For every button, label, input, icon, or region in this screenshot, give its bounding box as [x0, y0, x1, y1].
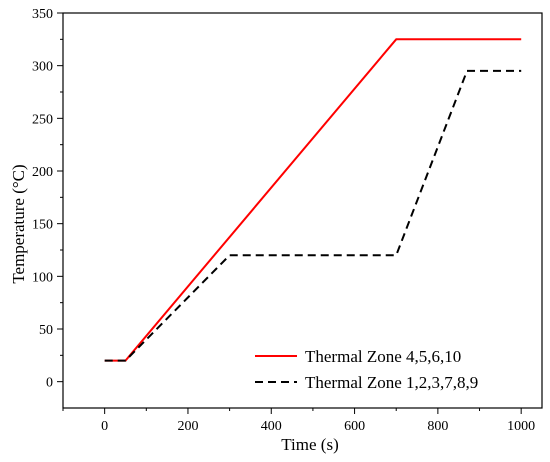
y-axis-ticks: 0 50 100 150 200 250 300 350: [32, 7, 63, 391]
x-tick-label: 0: [101, 419, 108, 434]
series-line-1: [104, 38, 522, 362]
y-tick-label: 0: [46, 376, 53, 391]
x-tick-label: 200: [177, 419, 198, 434]
legend-label-2: Thermal Zone 1,2,3,7,8,9: [305, 373, 478, 392]
y-tick-label: 100: [32, 270, 53, 285]
x-axis-title: Time (s): [281, 435, 338, 454]
series-layer: [104, 38, 522, 362]
legend: Thermal Zone 4,5,6,10 Thermal Zone 1,2,3,…: [255, 347, 478, 392]
x-tick-label: 800: [427, 419, 448, 434]
x-tick-label: 400: [261, 419, 282, 434]
y-axis-title: Temperature (°C): [9, 164, 28, 283]
y-tick-label: 200: [32, 165, 53, 180]
legend-label-1: Thermal Zone 4,5,6,10: [305, 347, 461, 366]
series-line-2: [104, 69, 522, 362]
plot-frame: [62, 12, 543, 409]
x-tick-label: 600: [344, 419, 365, 434]
y-tick-label: 350: [32, 7, 53, 22]
y-tick-label: 50: [39, 323, 53, 338]
x-axis-ticks: 0 200 400 600 800 1000: [62, 408, 535, 434]
x-tick-label: 1000: [507, 419, 535, 434]
y-tick-label: 300: [32, 60, 53, 75]
y-tick-label: 150: [32, 218, 53, 233]
y-tick-label: 250: [32, 112, 53, 127]
